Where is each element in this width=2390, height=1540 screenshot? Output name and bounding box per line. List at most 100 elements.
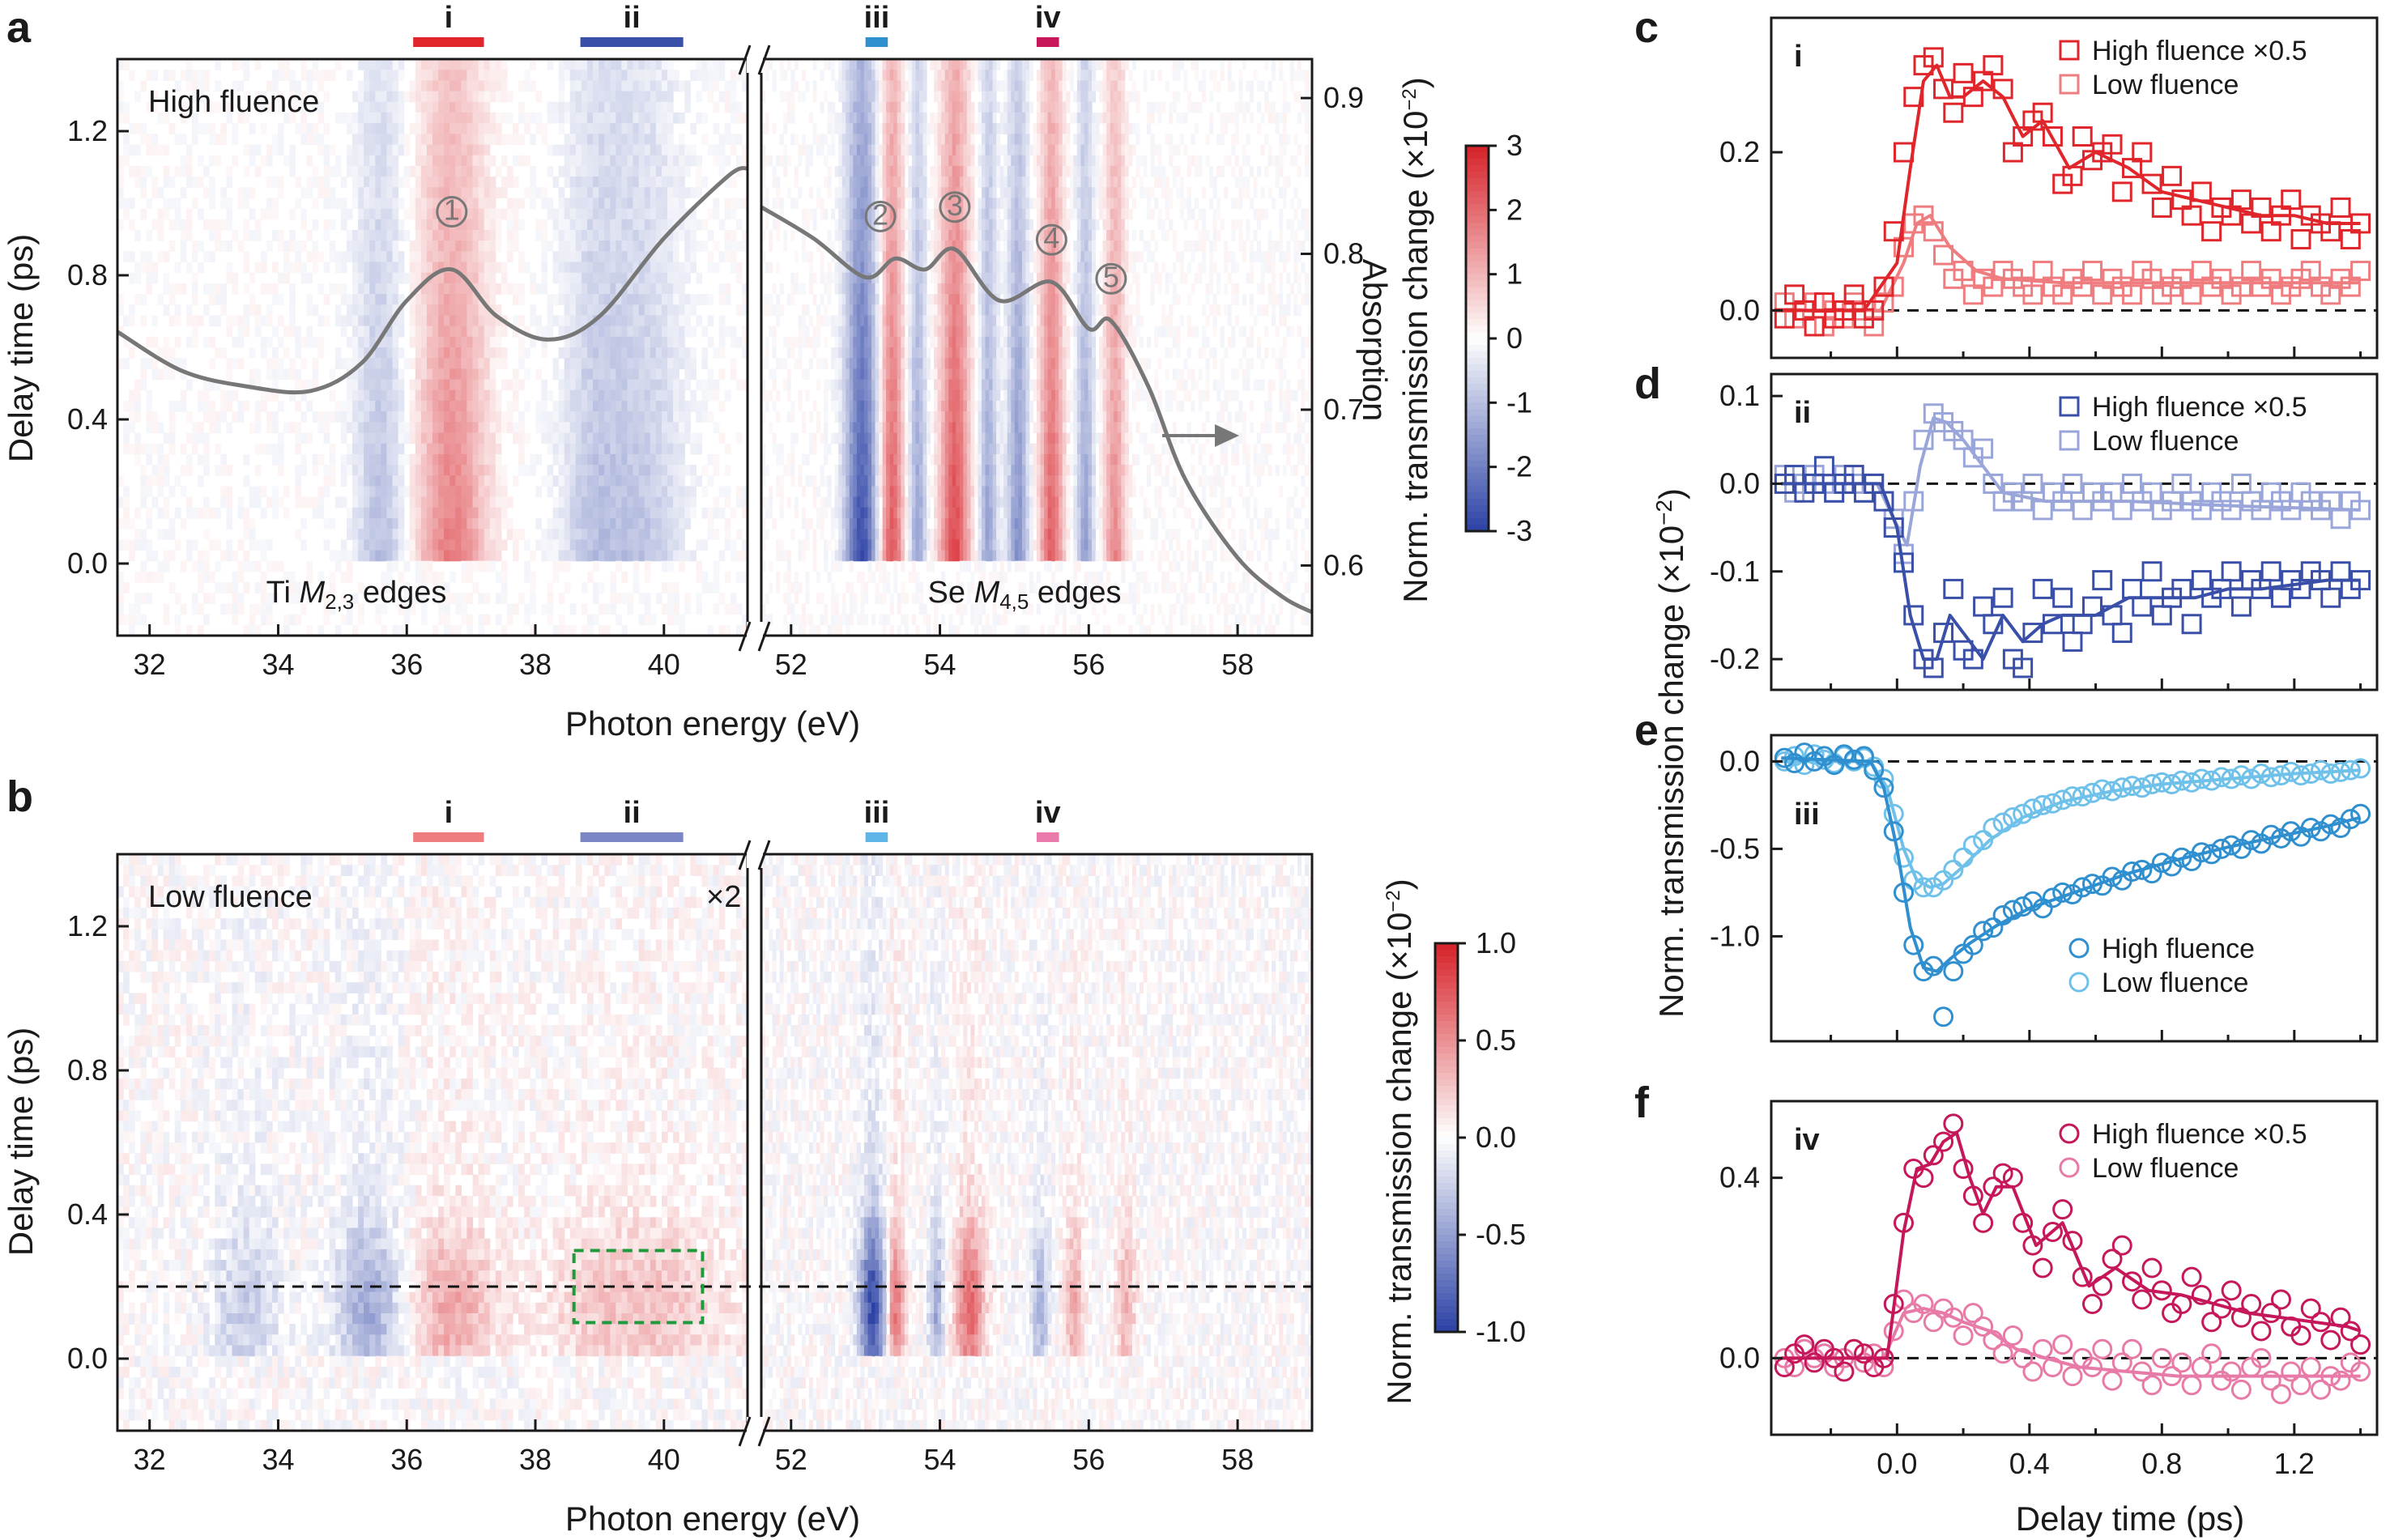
heatmap-cell	[1102, 177, 1107, 188]
heatmap-cell	[860, 112, 865, 124]
heatmap-cell	[472, 101, 479, 113]
heatmap-cell	[403, 539, 411, 551]
heatmap-cell	[334, 560, 342, 572]
heatmap-cell	[616, 432, 622, 445]
heatmap-cell	[352, 283, 359, 295]
heatmap-cell	[513, 123, 519, 134]
heatmap-cell	[930, 123, 935, 134]
heatmap-cell	[157, 453, 164, 466]
heatmap-cell	[667, 123, 674, 134]
heatmap-cell	[558, 283, 565, 295]
heatmap-cell	[432, 251, 439, 263]
heatmap-cell	[455, 336, 462, 348]
heatmap-cell	[915, 155, 920, 167]
heatmap-cell	[386, 400, 394, 412]
heatmap-cell	[1029, 70, 1033, 81]
heatmap-cell	[358, 422, 364, 434]
heatmap-cell	[882, 101, 887, 113]
heatmap-cell	[1114, 123, 1118, 134]
heatmap-cell	[604, 550, 611, 562]
heatmap-cell	[403, 134, 411, 146]
heatmap-cell	[569, 101, 577, 113]
heatmap-cell	[558, 529, 565, 540]
heatmap-cell	[599, 304, 605, 317]
heatmap-cell	[655, 144, 662, 156]
heatmap-cell	[1154, 177, 1159, 188]
heatmap-cell	[438, 507, 445, 519]
heatmap-cell	[513, 240, 519, 252]
heatmap-cell	[684, 368, 691, 381]
heatmap-cell	[243, 219, 250, 231]
heatmap-cell	[1220, 134, 1225, 146]
heatmap-cell	[478, 529, 485, 540]
heatmap-cell	[633, 208, 640, 220]
heatmap-cell	[146, 550, 153, 562]
heatmap-cell	[466, 59, 474, 70]
heatmap-cell	[638, 453, 645, 466]
heatmap-cell	[741, 112, 748, 124]
heatmap-cell	[232, 593, 239, 605]
heatmap-cell	[882, 123, 887, 134]
heatmap-cell	[610, 219, 616, 231]
heatmap-cell	[655, 208, 662, 220]
heatmap-cell	[1092, 59, 1097, 70]
heatmap-cell	[1289, 59, 1294, 70]
heatmap-cell	[1080, 155, 1085, 167]
heatmap-cell	[513, 325, 519, 338]
heatmap-cell	[650, 59, 657, 70]
heatmap-cell	[392, 262, 399, 274]
heatmap-cell	[489, 432, 496, 445]
heatmap-cell	[535, 486, 542, 498]
heatmap-cell	[1135, 101, 1140, 113]
heatmap-cell	[1062, 155, 1067, 167]
heatmap-cell	[461, 571, 468, 583]
heatmap-cell	[627, 208, 634, 220]
heatmap-cell	[1194, 123, 1199, 134]
heatmap-cell	[369, 315, 376, 327]
heatmap-cell	[375, 358, 381, 369]
heatmap-cell	[1212, 70, 1217, 81]
heatmap-cell	[415, 518, 422, 530]
heatmap-cell	[438, 70, 445, 81]
heatmap-cell	[718, 368, 726, 381]
heatmap-cell	[312, 368, 319, 381]
heatmap-cell	[432, 134, 439, 146]
heatmap-cell	[558, 560, 565, 572]
heatmap-cell	[1080, 91, 1085, 103]
heatmap-cell	[558, 198, 565, 210]
heatmap-cell	[317, 187, 325, 198]
heatmap-cell	[215, 422, 221, 434]
heatmap-cell	[808, 187, 813, 198]
heatmap-cell	[146, 507, 153, 519]
heatmap-cell	[996, 134, 1001, 146]
heatmap-cell	[638, 155, 645, 167]
heatmap-cell	[989, 123, 994, 134]
heatmap-cell	[438, 368, 445, 381]
heatmap-cell	[513, 208, 519, 220]
heatmap-cell	[409, 529, 416, 540]
heatmap-cell	[1202, 91, 1207, 103]
heatmap-cell	[146, 486, 153, 498]
heatmap-cell	[209, 379, 215, 391]
heatmap-cell	[438, 101, 445, 113]
heatmap-cell	[329, 240, 336, 252]
heatmap-cell	[849, 187, 854, 198]
heatmap-cell	[346, 304, 353, 317]
heatmap-cell	[638, 358, 645, 369]
heatmap-cell	[1080, 70, 1085, 81]
heatmap-cell	[409, 422, 416, 434]
heatmap-cell	[701, 134, 709, 146]
heatmap-cell	[403, 144, 411, 156]
heatmap-cell	[1084, 59, 1088, 70]
heatmap-cell	[392, 336, 399, 348]
heatmap-cell	[1227, 59, 1232, 70]
heatmap-cell	[444, 165, 450, 177]
heatmap-cell	[317, 336, 325, 348]
heatmap-cell	[420, 101, 428, 113]
heatmap-cell	[867, 112, 872, 124]
heatmap-cell	[1106, 165, 1111, 177]
heatmap-cell	[564, 389, 571, 402]
heatmap-cell	[449, 315, 456, 327]
heatmap-cell	[575, 123, 582, 134]
heatmap-cell	[461, 112, 468, 124]
